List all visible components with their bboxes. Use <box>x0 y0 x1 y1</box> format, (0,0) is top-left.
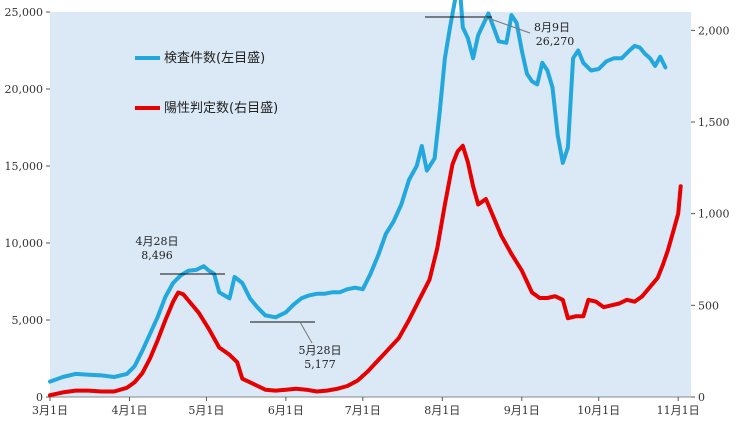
x-tick-label: 9月1日 <box>504 404 540 417</box>
annotation-value: 26,270 <box>536 35 575 48</box>
x-tick-label: 5月1日 <box>188 404 224 417</box>
x-tick-label: 6月1日 <box>268 404 304 417</box>
annotation-apr28: 4月28日 8,496 <box>136 235 225 275</box>
series-line-positives <box>48 143 683 398</box>
legend: 検査件数(左目盛) 陽性判定数(右目盛) <box>135 51 278 116</box>
annotation-value: 8,496 <box>141 249 173 262</box>
x-tick-label: 3月1日 <box>32 404 68 417</box>
left-y-tick-label: 20,000 <box>5 83 44 96</box>
right-y-axis: 0 500 1,000 1,500 2,000 <box>691 24 730 404</box>
annotation-date: 5月28日 <box>299 344 342 357</box>
x-tick-label: 7月1日 <box>345 404 381 417</box>
x-tick-label: 10月1日 <box>577 404 620 417</box>
left-y-tick-label: 0 <box>36 391 43 404</box>
series-line-tests <box>48 0 668 384</box>
x-tick-label: 11月1日 <box>657 404 700 417</box>
left-y-tick-label: 25,000 <box>5 6 44 19</box>
left-y-tick-label: 5,000 <box>12 314 44 327</box>
annotation-date: 8月9日 <box>534 21 570 34</box>
x-axis: 3月1日 4月1日 5月1日 6月1日 7月1日 8月1日 9月1日 10月1日 11月1日 <box>32 396 700 417</box>
x-tick-label: 8月1日 <box>424 404 460 417</box>
right-y-tick-label: 500 <box>698 299 719 312</box>
right-y-tick-label: 2,000 <box>698 24 730 37</box>
annotation-date: 4月28日 <box>136 235 179 248</box>
annotation-aug9: 8月9日 26,270 <box>425 16 575 48</box>
left-y-axis: 0 5,000 10,000 15,000 20,000 25,000 <box>5 6 50 404</box>
annotation-leader <box>299 321 313 344</box>
right-y-tick-label: 1,000 <box>698 208 730 221</box>
annotation-may28: 5月28日 5,177 <box>250 321 342 371</box>
legend-label-tests: 検査件数(左目盛) <box>164 51 265 66</box>
right-y-tick-label: 1,500 <box>698 116 730 129</box>
right-y-tick-label: 0 <box>698 391 705 404</box>
left-y-tick-label: 10,000 <box>5 237 44 250</box>
annotation-value: 5,177 <box>304 358 336 371</box>
annotation-leader <box>484 16 531 34</box>
x-tick-label: 4月1日 <box>111 404 147 417</box>
left-y-tick-label: 15,000 <box>5 160 44 173</box>
plot-area <box>50 12 691 397</box>
legend-label-positives: 陽性判定数(右目盛) <box>164 101 278 116</box>
